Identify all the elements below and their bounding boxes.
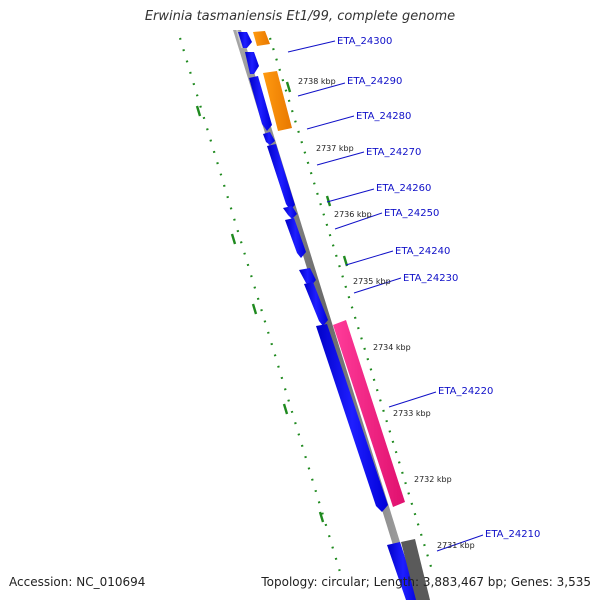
kbp-tick-labels: 2738 kbp 2737 kbp 2736 kbp 2735 kbp 2734… xyxy=(298,77,475,550)
kbp-tick-2731: 2731 kbp xyxy=(437,541,475,550)
gene-label-eta-24230: ETA_24230 xyxy=(403,273,458,284)
gene-label-text: ETA_24300 ETA_24290 ETA_24280 ETA_24270 … xyxy=(337,36,540,540)
kbp-tick-2732: 2732 kbp xyxy=(414,475,452,484)
cds-track-blue xyxy=(238,32,419,600)
gene-blue-9 xyxy=(304,282,328,326)
gene-blue-10 xyxy=(316,324,388,512)
gene-blue-8 xyxy=(299,268,316,286)
gene-label-eta-24300: ETA_24300 xyxy=(337,36,392,47)
kbp-tick-2735: 2735 kbp xyxy=(353,277,391,286)
gene-blue-6 xyxy=(283,206,297,219)
gene-gray-eta-24210 xyxy=(401,539,430,600)
accession-label: Accession: NC_010694 xyxy=(9,575,146,589)
genome-summary: Topology: circular; Length: 3,883,467 bp… xyxy=(261,575,591,589)
gene-orange-eta-24300 xyxy=(253,31,270,46)
gene-label-eta-24260: ETA_24260 xyxy=(376,183,431,194)
gene-label-eta-24270: ETA_24270 xyxy=(366,147,421,158)
gene-label-eta-24290: ETA_24290 xyxy=(347,76,402,87)
gene-label-eta-24210: ETA_24210 xyxy=(485,529,540,540)
gene-orange-eta-24290 xyxy=(263,71,292,131)
gene-label-eta-24280: ETA_24280 xyxy=(356,111,411,122)
gene-blue-11 xyxy=(387,542,419,600)
gc-skew-peaks xyxy=(195,81,349,523)
gene-label-eta-24220: ETA_24220 xyxy=(438,386,493,397)
kbp-tick-2736: 2736 kbp xyxy=(334,210,372,219)
gene-label-eta-24240: ETA_24240 xyxy=(395,246,450,257)
gene-blue-5 xyxy=(267,144,295,210)
backbone-highlight xyxy=(236,30,243,48)
gene-blue-1 xyxy=(238,32,252,48)
gene-pink-eta-24220 xyxy=(333,320,405,507)
kbp-tick-2737: 2737 kbp xyxy=(316,144,354,153)
kbp-tick-2733: 2733 kbp xyxy=(393,409,431,418)
gene-blue-4 xyxy=(263,132,275,145)
gene-blue-7 xyxy=(285,218,306,258)
map-title: Erwinia tasmaniensis Et1/99, complete ge… xyxy=(144,9,456,24)
gene-labels xyxy=(287,40,484,552)
kbp-tick-2734: 2734 kbp xyxy=(373,343,411,352)
kbp-tick-2738: 2738 kbp xyxy=(298,77,336,86)
gene-blue-3 xyxy=(249,76,272,131)
gene-blue-2 xyxy=(245,52,259,74)
gene-label-eta-24250: ETA_24250 xyxy=(384,208,439,219)
